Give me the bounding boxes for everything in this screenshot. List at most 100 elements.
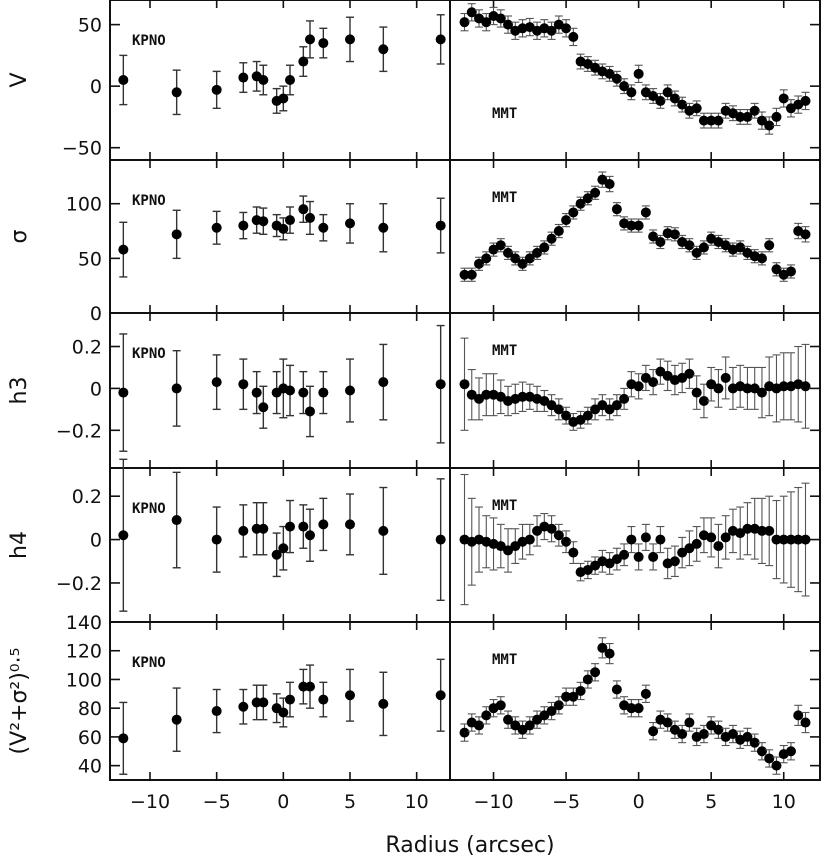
- data-point: [771, 264, 782, 275]
- data-point: [378, 698, 389, 709]
- data-point: [800, 229, 811, 240]
- data-point: [318, 519, 329, 530]
- data-point: [298, 204, 309, 215]
- data-point: [582, 193, 593, 204]
- data-point: [720, 372, 731, 383]
- data-point: [735, 111, 746, 122]
- data-point: [597, 400, 608, 411]
- data-point: [510, 720, 521, 731]
- data-point: [764, 525, 775, 536]
- data-point: [378, 44, 389, 55]
- y-tick-label: 0: [90, 378, 102, 400]
- data-point: [778, 534, 789, 545]
- data-point: [503, 247, 514, 258]
- data-point: [582, 674, 593, 685]
- data-point: [546, 25, 557, 36]
- data-point: [503, 19, 514, 30]
- data-point: [633, 68, 644, 79]
- y-tick-label: −0.2: [56, 573, 102, 595]
- panel-label-mmt: MMT: [492, 343, 517, 359]
- data-point: [318, 694, 329, 705]
- data-point: [459, 17, 470, 28]
- panel-3: −0.2 0 0.2 h3 KPNO MMT: [7, 312, 821, 469]
- panel-label-mmt: MMT: [492, 498, 517, 514]
- data-point: [619, 549, 630, 560]
- data-point: [756, 525, 767, 536]
- data-point: [677, 372, 688, 383]
- data-point: [764, 120, 775, 131]
- data-point: [713, 115, 724, 126]
- panel-label-mmt: MMT: [492, 106, 517, 122]
- panel-frame-right: [449, 621, 821, 781]
- data-point: [669, 229, 680, 240]
- data-point: [611, 554, 622, 565]
- y-tick-label: −50: [62, 138, 102, 160]
- data-point: [171, 515, 182, 526]
- data-point: [626, 87, 637, 98]
- y-axis-title: (V²+σ²)⁰·⁵: [7, 648, 32, 755]
- data-point: [633, 220, 644, 231]
- data-point: [285, 215, 295, 226]
- data-point: [764, 753, 775, 764]
- data-point: [698, 115, 709, 126]
- data-point: [735, 528, 746, 539]
- data-point: [481, 389, 492, 400]
- data-point: [611, 684, 622, 695]
- x-tick-label: 0: [277, 791, 289, 813]
- data-point: [611, 204, 622, 215]
- data-point: [517, 391, 528, 402]
- data-point: [318, 38, 329, 49]
- data-point: [611, 400, 622, 411]
- data-point: [258, 216, 269, 227]
- data-point: [590, 560, 601, 571]
- data-point: [510, 253, 521, 264]
- data-point: [118, 733, 129, 744]
- data-point: [238, 525, 249, 536]
- x-tick-label: −10: [473, 791, 513, 813]
- data-point: [435, 220, 446, 231]
- panel-frame-left: [109, 0, 451, 161]
- data-point: [561, 215, 572, 226]
- data-point: [713, 541, 724, 552]
- panel-label-kpno: KPNO: [132, 346, 166, 362]
- x-tick-label: −5: [552, 791, 580, 813]
- y-axis-title: h3: [7, 377, 32, 405]
- y-axis-title: σ: [7, 229, 32, 243]
- x-tick-label: 0: [633, 791, 645, 813]
- data-point: [706, 115, 717, 126]
- panel-label-kpno: KPNO: [132, 193, 166, 209]
- panel-5: 40 60 80 100 120 140 (V²+σ²)⁰·⁵ KPNO MMT: [7, 612, 821, 781]
- data-point: [298, 56, 309, 67]
- y-tick-label: 0: [90, 76, 102, 98]
- data-point: [778, 381, 789, 392]
- data-point: [742, 523, 753, 534]
- data-point: [785, 746, 796, 757]
- data-point: [604, 558, 615, 569]
- data-point: [532, 525, 543, 536]
- data-point: [590, 667, 601, 678]
- data-point: [466, 269, 477, 280]
- data-point: [633, 703, 644, 714]
- data-point: [648, 231, 659, 242]
- data-point: [345, 218, 355, 229]
- data-point: [626, 220, 637, 231]
- data-point: [553, 226, 564, 237]
- data-point: [488, 244, 499, 255]
- data-point: [749, 383, 760, 394]
- data-point: [495, 541, 506, 552]
- data-point: [285, 385, 295, 396]
- data-point: [318, 222, 329, 233]
- data-point: [258, 402, 269, 413]
- panel-1: −50 0 50 V KPNO MMT: [7, 0, 821, 161]
- data-point: [251, 387, 262, 398]
- data-point: [546, 706, 557, 717]
- data-point: [691, 247, 702, 258]
- data-point: [640, 532, 651, 543]
- data-point: [318, 387, 329, 398]
- data-point: [305, 530, 315, 541]
- data-point: [611, 73, 622, 84]
- data-point: [756, 253, 767, 264]
- data-point: [604, 404, 615, 415]
- y-tick-label: −0.2: [56, 420, 102, 442]
- data-point: [524, 253, 535, 264]
